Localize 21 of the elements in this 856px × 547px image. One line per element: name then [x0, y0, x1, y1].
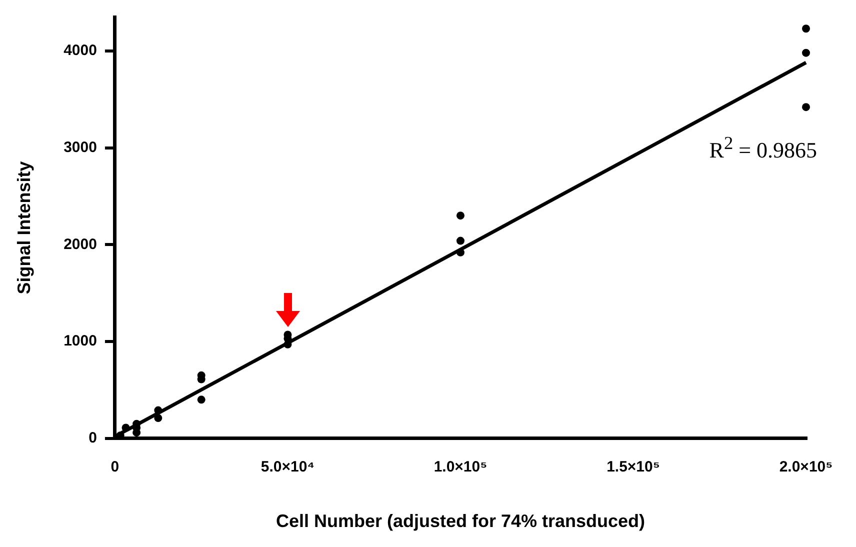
- x-tick-label: 5.0×10⁴: [260, 458, 315, 476]
- x-tick-label: 1.0×10⁵: [434, 458, 488, 476]
- x-tick-label: 1.5×10⁵: [606, 458, 660, 476]
- y-tick-label: 3000: [64, 138, 97, 156]
- y-tick-label: 4000: [64, 42, 97, 60]
- point: [456, 236, 464, 245]
- point: [197, 396, 206, 404]
- x-axis-title: Cell Number (adjusted for 74% transduced): [276, 511, 646, 532]
- y-tick-label: 2000: [64, 236, 97, 253]
- annotation: R$^{2}$ = 0.9865: [709, 133, 818, 164]
- point: [154, 414, 162, 422]
- y-tick-label: 1000: [64, 332, 97, 350]
- point: [154, 406, 162, 414]
- x-tick-label: 2.0×10⁵: [779, 458, 833, 476]
- y-axis-title: Signal Intensity: [14, 161, 34, 294]
- point: [802, 48, 810, 57]
- y-tick-label: 0: [88, 430, 97, 447]
- x-tick-label: 0: [110, 458, 120, 476]
- point: [456, 212, 464, 220]
- point: [802, 24, 810, 33]
- point: [802, 103, 810, 112]
